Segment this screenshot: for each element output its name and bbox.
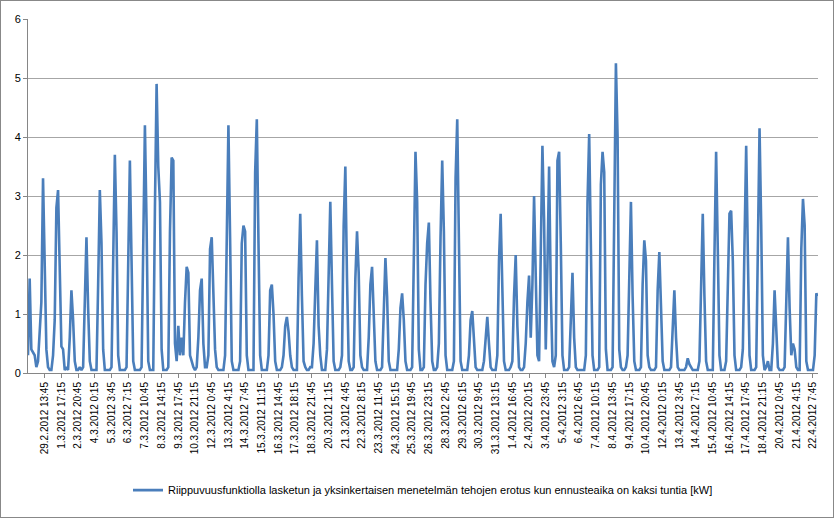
svg-text:30.3.2012 9:45: 30.3.2012 9:45 bbox=[473, 382, 484, 449]
svg-text:12.3.2012 0:45: 12.3.2012 0:45 bbox=[206, 382, 217, 449]
svg-text:4.3.2012 0:15: 4.3.2012 0:15 bbox=[89, 382, 100, 444]
svg-text:23.3.2012 11:45: 23.3.2012 11:45 bbox=[373, 382, 384, 454]
svg-text:14.3.2012 7:45: 14.3.2012 7:45 bbox=[239, 382, 250, 449]
svg-text:9.4.2012 17:15: 9.4.2012 17:15 bbox=[624, 382, 635, 449]
svg-text:3.4.2012 23:45: 3.4.2012 23:45 bbox=[540, 382, 551, 449]
svg-text:24.3.2012 15:15: 24.3.2012 15:15 bbox=[390, 382, 401, 455]
svg-text:3: 3 bbox=[15, 190, 21, 202]
svg-text:31.3.2012 13:15: 31.3.2012 13:15 bbox=[490, 382, 501, 455]
svg-text:21.4.2012 4:15: 21.4.2012 4:15 bbox=[791, 382, 802, 449]
svg-text:15.3.2012 11:15: 15.3.2012 11:15 bbox=[256, 382, 267, 454]
svg-text:17.3.2012 18:15: 17.3.2012 18:15 bbox=[289, 382, 300, 455]
svg-text:0: 0 bbox=[15, 367, 21, 379]
svg-text:17.4.2012 17:45: 17.4.2012 17:45 bbox=[740, 382, 751, 455]
svg-text:2.3.2012 20:45: 2.3.2012 20:45 bbox=[72, 382, 83, 449]
svg-text:8.4.2012 13:45: 8.4.2012 13:45 bbox=[607, 382, 618, 449]
svg-text:25.3.2012 19:45: 25.3.2012 19:45 bbox=[406, 382, 417, 455]
svg-text:29.2.2012 13:45: 29.2.2012 13:45 bbox=[39, 382, 50, 455]
svg-text:13.4.2012 3:45: 13.4.2012 3:45 bbox=[674, 382, 685, 449]
svg-text:28.3.2012 2:45: 28.3.2012 2:45 bbox=[440, 382, 451, 449]
svg-text:1: 1 bbox=[15, 308, 21, 320]
svg-text:9.3.2012 17:45: 9.3.2012 17:45 bbox=[173, 382, 184, 449]
svg-text:20.4.2012 0:45: 20.4.2012 0:45 bbox=[774, 382, 785, 449]
svg-text:20.3.2012 1:15: 20.3.2012 1:15 bbox=[323, 382, 334, 449]
svg-text:10.3.2012 21:15: 10.3.2012 21:15 bbox=[189, 382, 200, 455]
svg-text:18.4.2012 21:15: 18.4.2012 21:15 bbox=[757, 382, 768, 455]
svg-text:6.3.2012 7:15: 6.3.2012 7:15 bbox=[122, 382, 133, 444]
svg-text:16.4.2012 14:15: 16.4.2012 14:15 bbox=[724, 382, 735, 455]
svg-text:2: 2 bbox=[15, 249, 21, 261]
svg-text:8.3.2012 14:15: 8.3.2012 14:15 bbox=[156, 382, 167, 449]
svg-text:5.4.2012 3:15: 5.4.2012 3:15 bbox=[557, 382, 568, 444]
svg-text:2.4.2012 20:15: 2.4.2012 20:15 bbox=[523, 382, 534, 449]
svg-text:12.4.2012 0:15: 12.4.2012 0:15 bbox=[657, 382, 668, 449]
svg-text:7.3.2012 10:45: 7.3.2012 10:45 bbox=[139, 382, 150, 449]
svg-text:10.4.2012 20:45: 10.4.2012 20:45 bbox=[640, 382, 651, 455]
svg-text:22.3.2012 8:15: 22.3.2012 8:15 bbox=[356, 382, 367, 449]
svg-text:13.3.2012 4:15: 13.3.2012 4:15 bbox=[223, 382, 234, 449]
svg-text:6.4.2012 6:45: 6.4.2012 6:45 bbox=[573, 382, 584, 444]
svg-text:16.3.2012 14:45: 16.3.2012 14:45 bbox=[273, 382, 284, 455]
svg-text:7.4.2012 10:15: 7.4.2012 10:15 bbox=[590, 382, 601, 449]
svg-text:14.4.2012 7:15: 14.4.2012 7:15 bbox=[690, 382, 701, 449]
svg-text:5.3.2012 3:45: 5.3.2012 3:45 bbox=[106, 382, 117, 444]
svg-text:26.3.2012 23:15: 26.3.2012 23:15 bbox=[423, 382, 434, 455]
svg-text:21.3.2012 4:45: 21.3.2012 4:45 bbox=[340, 382, 351, 449]
svg-text:4: 4 bbox=[15, 131, 21, 143]
svg-text:Riippuvuusfunktiolla lasketun: Riippuvuusfunktiolla lasketun ja yksinke… bbox=[168, 484, 712, 496]
svg-text:6: 6 bbox=[15, 13, 21, 25]
svg-text:1.3.2012 17:15: 1.3.2012 17:15 bbox=[56, 382, 67, 449]
svg-text:1.4.2012 16:45: 1.4.2012 16:45 bbox=[507, 382, 518, 449]
svg-text:5: 5 bbox=[15, 72, 21, 84]
svg-text:18.3.2012 21:45: 18.3.2012 21:45 bbox=[306, 382, 317, 455]
svg-text:15.4.2012 10:45: 15.4.2012 10:45 bbox=[707, 382, 718, 455]
svg-text:22.4.2012 7:45: 22.4.2012 7:45 bbox=[807, 382, 818, 449]
svg-text:29.3.2012 6:15: 29.3.2012 6:15 bbox=[457, 382, 468, 449]
